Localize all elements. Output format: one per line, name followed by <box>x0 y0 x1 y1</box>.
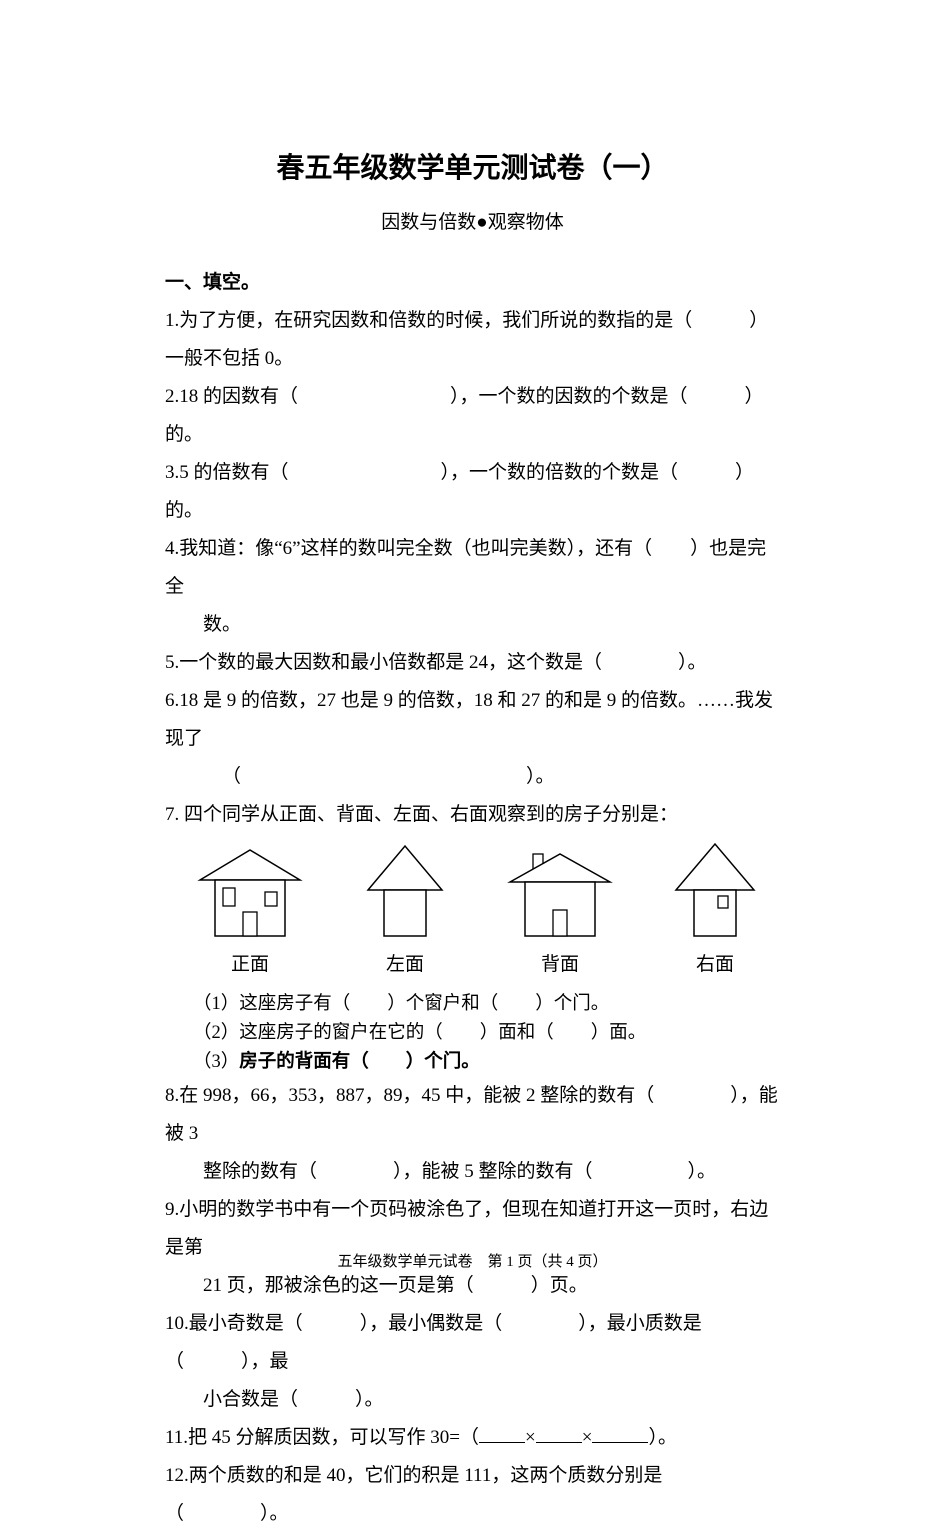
house-front-icon <box>195 842 305 942</box>
q7-3-prefix: （3） <box>193 1052 239 1072</box>
q11-blank-1 <box>479 1425 525 1443</box>
question-10-line2: 小合数是（ ）。 <box>165 1381 780 1419</box>
house-label-front: 正面 <box>195 946 305 984</box>
q11-post: ）。 <box>648 1427 677 1448</box>
question-7: 7. 四个同学从正面、背面、左面、右面观察到的房子分别是： <box>165 796 780 834</box>
q11-blank-3 <box>592 1425 648 1443</box>
house-label-right: 右面 <box>660 946 770 984</box>
question-12: 12.两个质数的和是 40，它们的积是 111，这两个质数分别是（ ）。 <box>165 1457 780 1533</box>
question-7-sub2: （2）这座房子的窗户在它的（ ）面和（ ）面。 <box>165 1019 780 1048</box>
house-diagram-row <box>165 842 780 942</box>
question-10-line1: 10.最小奇数是（ ），最小偶数是（ ），最小质数是（ ），最 <box>165 1305 780 1381</box>
question-7-sub3: （3）房子的背面有（ ）个门。 <box>165 1047 780 1077</box>
page-footer: 五年级数学单元试卷 第 1 页（共 4 页） <box>0 1247 945 1277</box>
question-2: 2.18 的因数有（ ），一个数的因数的个数是（ ）的。 <box>165 378 780 454</box>
question-6-line2: （ ）。 <box>165 758 780 796</box>
house-left-icon <box>350 842 460 942</box>
q7-3-bold: 房子的背面有（ ）个门。 <box>239 1050 480 1071</box>
house-label-back: 背面 <box>505 946 615 984</box>
q11-pre: 11.把 45 分解质因数，可以写作 30=（ <box>165 1427 479 1448</box>
question-7-sub1: （1）这座房子有（ ）个窗户和（ ）个门。 <box>165 990 780 1019</box>
q11-times-1: × <box>525 1427 536 1448</box>
q11-times-2: × <box>582 1427 593 1448</box>
page-subtitle: 因数与倍数●观察物体 <box>165 204 780 242</box>
section-1-heading: 一、填空。 <box>165 264 780 302</box>
question-3: 3.5 的倍数有（ ），一个数的倍数的个数是（ ）的。 <box>165 454 780 530</box>
house-label-left: 左面 <box>350 946 460 984</box>
question-6-line1: 6.18 是 9 的倍数，27 也是 9 的倍数，18 和 27 的和是 9 的… <box>165 682 780 758</box>
question-11: 11.把 45 分解质因数，可以写作 30=（ × × ）。 <box>165 1419 780 1457</box>
question-8-line1: 8.在 998，66，353，887，89，45 中，能被 2 整除的数有（ ）… <box>165 1077 780 1153</box>
question-4-line1: 4.我知道：像“6”这样的数叫完全数（也叫完美数），还有（ ）也是完全 <box>165 530 780 606</box>
q11-blank-2 <box>536 1425 582 1443</box>
house-back-icon <box>505 842 615 942</box>
question-1: 1.为了方便，在研究因数和倍数的时候，我们所说的数指的是（ ）一般不包括 0。 <box>165 302 780 378</box>
page-title: 春五年级数学单元测试卷（一） <box>165 140 780 196</box>
question-4-line2: 数。 <box>165 606 780 644</box>
exam-page: 春五年级数学单元测试卷（一） 因数与倍数●观察物体 一、填空。 1.为了方便，在… <box>0 0 945 1337</box>
house-right-icon <box>660 842 770 942</box>
house-label-row: 正面 左面 背面 右面 <box>165 946 780 984</box>
question-8-line2: 整除的数有（ ），能被 5 整除的数有（ ）。 <box>165 1153 780 1191</box>
question-5: 5.一个数的最大因数和最小倍数都是 24，这个数是（ ）。 <box>165 644 780 682</box>
